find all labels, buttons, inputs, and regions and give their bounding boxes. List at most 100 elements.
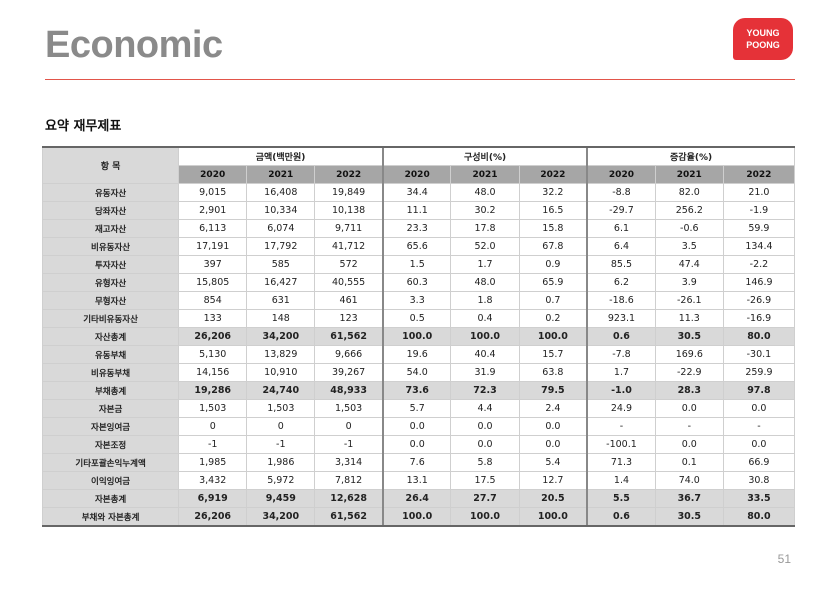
table-cell: 0.5 (381, 309, 452, 328)
table-cell: 5,972 (246, 471, 316, 490)
table-row: 기타비유동자산 133 148 123 0.5 0.4 0.2 923.1 11.3 -16.9 (41, 309, 796, 328)
table-cell: 1.4 (586, 471, 656, 490)
table-cell: 2,901 (178, 201, 248, 220)
table-cell: 30.5 (654, 327, 724, 346)
table-cell: -18.6 (586, 291, 656, 310)
row-label: 당좌자산 (41, 201, 180, 220)
table-cell: 100.0 (450, 507, 520, 527)
table-cell: 24,740 (246, 381, 316, 400)
table-cell: 30.8 (722, 471, 796, 490)
table-cell: 36.7 (654, 489, 724, 508)
table-cell: 6.4 (586, 237, 656, 256)
table-cell: 0.4 (450, 309, 520, 328)
group-header-composition: 구성비(%) (381, 146, 588, 166)
table-cell: 256.2 (654, 201, 724, 220)
row-label: 투자자산 (41, 255, 180, 274)
table-row: 비유동부채 14,156 10,910 39,267 54.0 31.9 63.8 1.7 -2… (41, 363, 796, 382)
table-row: 자본잉여금 0 0 0 0.0 0.0 0.0- - - (41, 417, 796, 436)
table-cell: 1.7 (586, 363, 656, 382)
table-row: 비유동자산 17,191 17,792 41,712 65.6 52.0 67.8 6.4 3.… (41, 237, 796, 256)
table-cell: 12,628 (314, 489, 384, 508)
table-cell: 66.9 (722, 453, 796, 472)
table-cell: 10,138 (314, 201, 384, 220)
table-cell: 33.5 (722, 489, 796, 508)
table-cell: 52.0 (450, 237, 520, 256)
table-cell: 14,156 (178, 363, 248, 382)
table-body: 유동자산 9,015 16,408 19,849 34.4 48.0 32.2 -8.8 82.… (41, 183, 796, 527)
table-row: 자산총계 26,206 34,200 61,562 100.0 100.0 100.0 0.6… (41, 327, 796, 346)
table-row: 당좌자산 2,901 10,334 10,138 11.1 30.2 16.5 -29.7 25… (41, 201, 796, 220)
table-cell: -8.8 (586, 183, 656, 202)
table-cell: 10,910 (246, 363, 316, 382)
table-cell: 17.8 (450, 219, 520, 238)
table-cell: 0.0 (450, 435, 520, 454)
table-cell: 5.7 (381, 399, 452, 418)
table-cell: 1,986 (246, 453, 316, 472)
table-cell: 0.0 (722, 399, 796, 418)
table-cell: 100.0 (518, 327, 588, 346)
row-label: 비유동부채 (41, 363, 180, 382)
table-cell: 0.0 (654, 399, 724, 418)
table-cell: 15,805 (178, 273, 248, 292)
table-cell: 100.0 (450, 327, 520, 346)
table-cell: 1.8 (450, 291, 520, 310)
group-header-growth: 증감율(%) (586, 146, 796, 166)
row-label: 자본조정 (41, 435, 180, 454)
table-cell: 61,562 (314, 507, 384, 527)
table-cell: 80.0 (722, 327, 796, 346)
table-cell: 0.1 (654, 453, 724, 472)
table-row: 부채와 자본총계 26,206 34,200 61,562 100.0 100.0 100.… (41, 507, 796, 527)
table-cell: 0.0 (518, 435, 588, 454)
table-cell: 146.9 (722, 273, 796, 292)
table-cell: 63.8 (518, 363, 588, 382)
table-cell: 19.6 (381, 345, 452, 364)
table-cell: - (722, 417, 796, 436)
table-cell: 26,206 (178, 507, 248, 527)
table-cell: 5.8 (450, 453, 520, 472)
row-label: 비유동자산 (41, 237, 180, 256)
table-cell: 169.6 (654, 345, 724, 364)
table-cell: 6.1 (586, 219, 656, 238)
table-cell: 6,919 (178, 489, 248, 508)
table-row: 투자자산 397 585 572 1.5 1.7 0.9 85.5 47.4 -2.2 (41, 255, 796, 274)
table-cell: -22.9 (654, 363, 724, 382)
table-cell: 34,200 (246, 507, 316, 527)
table-cell: -1 (314, 435, 384, 454)
table-cell: 0.2 (518, 309, 588, 328)
page-title: Economic (45, 24, 223, 66)
table-cell: 0.0 (518, 417, 588, 436)
table-cell: 26.4 (381, 489, 452, 508)
table-cell: 19,849 (314, 183, 384, 202)
logo-text-line2: POONG (746, 40, 780, 50)
table-cell: 16.5 (518, 201, 588, 220)
year-header: 2022 (518, 165, 588, 184)
year-header: 2021 (654, 165, 724, 184)
table-cell: 31.9 (450, 363, 520, 382)
table-cell: 631 (246, 291, 316, 310)
title-divider (45, 79, 795, 80)
table-cell: 67.8 (518, 237, 588, 256)
table-cell: 7,812 (314, 471, 384, 490)
table-cell: 17,792 (246, 237, 316, 256)
table-cell: 100.0 (381, 507, 452, 527)
table-cell: 0.0 (722, 435, 796, 454)
table-cell: - (654, 417, 724, 436)
year-header: 2021 (246, 165, 316, 184)
year-header: 2020 (586, 165, 656, 184)
table-cell: -26.1 (654, 291, 724, 310)
table-cell: 9,015 (178, 183, 248, 202)
row-label: 유형자산 (41, 273, 180, 292)
table-cell: 0 (314, 417, 384, 436)
table-row: 기타포괄손익누계액 1,985 1,986 3,314 7.6 5.8 5.4 71.3 0.1… (41, 453, 796, 472)
table-cell: 41,712 (314, 237, 384, 256)
table-cell: 40.4 (450, 345, 520, 364)
table-cell: 48,933 (314, 381, 384, 400)
table-cell: 21.0 (722, 183, 796, 202)
table-cell: 397 (178, 255, 248, 274)
table-cell: 1,503 (246, 399, 316, 418)
table-cell: 65.6 (381, 237, 452, 256)
row-label: 부채와 자본총계 (41, 507, 180, 527)
table-cell: 17.5 (450, 471, 520, 490)
table-cell: 61,562 (314, 327, 384, 346)
table-row: 유형자산 15,805 16,427 40,555 60.3 48.0 65.9 6.2 3.9… (41, 273, 796, 292)
